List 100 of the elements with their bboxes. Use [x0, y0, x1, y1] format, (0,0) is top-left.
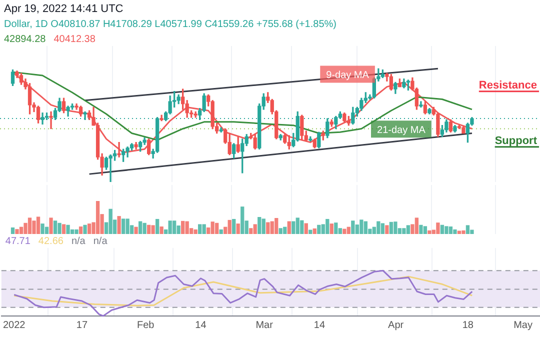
bar [155, 218, 160, 234]
bar [423, 226, 428, 234]
bar [317, 224, 321, 234]
bar [278, 228, 282, 234]
bar [283, 226, 287, 234]
x-tick-label: 14 [195, 320, 207, 331]
bar [258, 217, 262, 234]
text: 40412.38 [54, 34, 96, 45]
bar [402, 228, 406, 234]
bar [181, 220, 185, 234]
bar [198, 224, 202, 234]
bar [448, 226, 453, 234]
bar [414, 218, 419, 234]
bar [389, 222, 394, 234]
bar [232, 218, 236, 234]
x-tick-label: 17 [76, 320, 88, 331]
bar [406, 225, 410, 234]
bar [428, 230, 432, 234]
bar [385, 225, 389, 234]
series-label: 21-day MA [377, 124, 426, 136]
bar [436, 222, 440, 234]
bar [28, 218, 32, 234]
bar [185, 221, 189, 234]
bar [360, 220, 364, 234]
bar [274, 218, 278, 234]
bar [440, 224, 444, 234]
bar [228, 220, 232, 234]
bar [312, 228, 316, 234]
x-tick-label: 2022 [3, 320, 26, 331]
bar [74, 229, 78, 234]
bar [466, 225, 470, 234]
bar [326, 218, 330, 234]
bar [262, 218, 266, 234]
text: n/a [93, 236, 108, 247]
bar [240, 206, 244, 234]
bar [287, 221, 291, 234]
bar [266, 222, 270, 234]
bar [58, 222, 62, 234]
text: 47.71 [5, 236, 31, 247]
bar [453, 229, 457, 234]
bar [304, 223, 308, 234]
x-tick-label: Feb [136, 320, 155, 331]
bar [215, 222, 219, 234]
bar [146, 224, 151, 234]
bar [66, 224, 70, 234]
bar [308, 230, 312, 234]
bar [168, 220, 172, 234]
x-tick-label: 14 [314, 320, 326, 331]
x-tick-label: Apr [388, 320, 404, 331]
bar [334, 222, 338, 234]
bar [32, 220, 36, 234]
bar [151, 225, 155, 234]
bar [300, 220, 304, 234]
bar [83, 224, 87, 234]
chart-title: Apr 19, 2022 14:41 UTC [3, 2, 124, 17]
bar [236, 224, 240, 234]
bar [78, 226, 83, 234]
bar [351, 220, 355, 234]
x-tick-label: Mar [256, 320, 274, 331]
bar [202, 224, 206, 234]
bar [138, 221, 142, 234]
bar [44, 226, 49, 234]
bar [346, 226, 350, 234]
bar [457, 230, 462, 234]
text: 42894.28 [4, 34, 46, 45]
bar [87, 224, 92, 234]
bar [36, 216, 40, 234]
bar [126, 218, 130, 234]
series-label: 9-day MA [326, 70, 370, 82]
bar [96, 201, 100, 234]
bar [330, 224, 334, 234]
bar [210, 222, 214, 234]
bar [121, 218, 126, 234]
bar [380, 223, 385, 234]
ref-line-label: Resistance [478, 79, 538, 92]
bar [462, 230, 466, 234]
bar [296, 218, 300, 234]
bar [444, 226, 448, 234]
bar [53, 220, 58, 234]
bar [394, 222, 398, 234]
x-tick-label: May [514, 320, 532, 331]
bar [15, 229, 19, 234]
bar [62, 224, 66, 234]
text: 42.66 [38, 236, 64, 247]
bar [142, 222, 146, 234]
bar [249, 228, 253, 234]
bar [160, 226, 164, 234]
chart-subtitle: Dollar, 1D O40810.87 H41708.29 L40571.99 C41559.26 +755.68 (+1.85%) [3, 18, 338, 32]
bar [117, 216, 121, 234]
bar [253, 224, 257, 234]
bar [292, 221, 296, 234]
bar [270, 221, 274, 234]
bar [70, 229, 74, 234]
x-tick-label: 18 [462, 320, 474, 331]
bar [49, 218, 53, 234]
ref-line-label: Support [494, 134, 538, 147]
text: n/a [71, 236, 86, 247]
bar [342, 228, 346, 234]
bar [19, 226, 24, 234]
bar [194, 229, 198, 234]
